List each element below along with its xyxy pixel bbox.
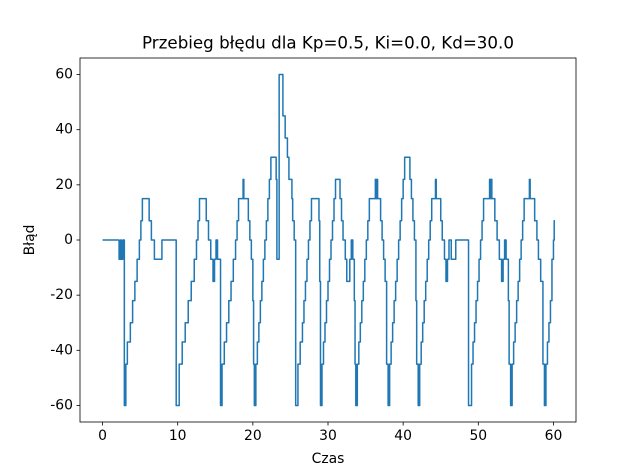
x-tick-label: 30 bbox=[319, 428, 337, 444]
x-axis-label: Czas bbox=[312, 451, 345, 467]
x-tick-label: 0 bbox=[98, 428, 107, 444]
x-tick-label: 50 bbox=[469, 428, 487, 444]
y-tick-label: 20 bbox=[55, 177, 73, 193]
y-tick-label: 0 bbox=[64, 232, 73, 248]
axes-frame bbox=[79, 57, 577, 423]
data-line bbox=[102, 73, 555, 407]
x-tick-label: 10 bbox=[169, 428, 187, 444]
y-tick-label: -20 bbox=[50, 287, 73, 303]
chart-title: Przebieg błędu dla Kp=0.5, Ki=0.0, Kd=30… bbox=[142, 33, 514, 53]
y-tick-label: 40 bbox=[55, 122, 73, 138]
y-tick-label: -60 bbox=[50, 397, 73, 413]
y-tick-label: -40 bbox=[50, 342, 73, 358]
x-tick-label: 60 bbox=[545, 428, 563, 444]
y-tick-label: 60 bbox=[55, 67, 73, 83]
x-tick-label: 40 bbox=[394, 428, 412, 444]
y-axis-label: Błąd bbox=[22, 225, 38, 256]
x-tick-label: 20 bbox=[244, 428, 262, 444]
